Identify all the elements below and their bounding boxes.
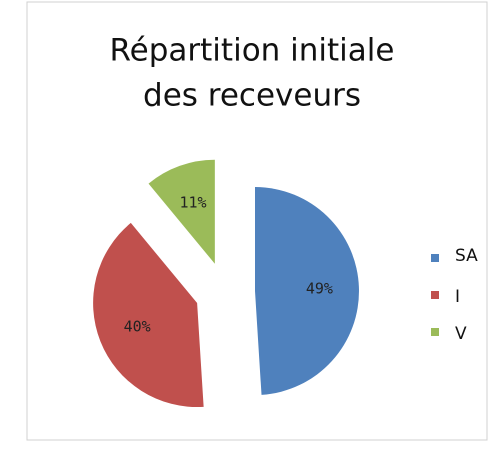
value-label: 11%	[179, 194, 206, 212]
chart-title: des receveurs	[143, 78, 361, 114]
pie-slice	[93, 222, 204, 408]
legend-swatch	[431, 328, 439, 336]
legend-swatch	[431, 254, 439, 262]
legend-swatch	[431, 291, 439, 299]
legend-label: V	[455, 324, 467, 344]
legend-label: SA	[455, 246, 478, 266]
chart-title: Répartition initiale	[110, 33, 395, 69]
legend-label: I	[455, 287, 460, 307]
value-label: 49%	[306, 280, 333, 298]
pie-slice	[254, 187, 359, 395]
pie-slice	[148, 159, 215, 264]
value-label: 40%	[124, 317, 151, 335]
